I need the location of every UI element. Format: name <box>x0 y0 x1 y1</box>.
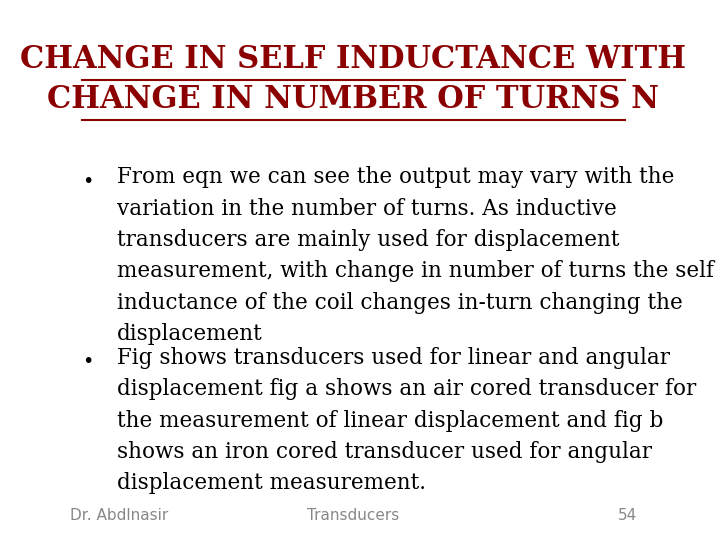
Text: Fig shows transducers used for linear and angular displacement fig a shows an ai: Fig shows transducers used for linear an… <box>117 347 696 495</box>
Text: •: • <box>82 353 93 372</box>
Text: Transducers: Transducers <box>307 508 400 523</box>
Text: From eqn we can see the output may vary with the variation in the number of turn: From eqn we can see the output may vary … <box>117 166 714 345</box>
Text: Dr. Abdlnasir: Dr. Abdlnasir <box>70 508 168 523</box>
Text: CHANGE IN SELF INDUCTANCE WITH: CHANGE IN SELF INDUCTANCE WITH <box>20 44 686 76</box>
Text: 54: 54 <box>618 508 637 523</box>
Text: •: • <box>82 172 93 191</box>
Text: CHANGE IN NUMBER OF TURNS N: CHANGE IN NUMBER OF TURNS N <box>48 84 660 116</box>
